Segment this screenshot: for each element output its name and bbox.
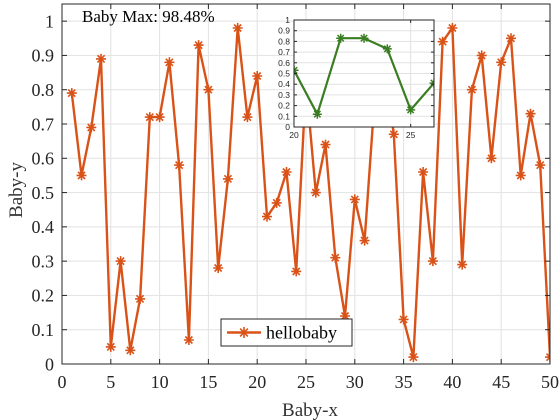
- max-annotation: Baby Max: 98.48%: [82, 7, 215, 26]
- y-tick-label: 0.5: [32, 183, 55, 203]
- y-tick-label: 0.7: [278, 47, 290, 57]
- data-point: [242, 112, 253, 123]
- y-tick-label: 0.2: [32, 286, 55, 306]
- data-point: [457, 259, 468, 270]
- legend-marker: [238, 327, 250, 338]
- x-tick-label: 35: [395, 372, 413, 392]
- y-tick-label: 0.9: [278, 26, 290, 36]
- data-point: [336, 33, 346, 43]
- data-point: [515, 170, 526, 181]
- x-tick-label: 0: [58, 372, 67, 392]
- data-point: [427, 256, 438, 267]
- y-tick-label: 0.3: [32, 251, 55, 271]
- y-tick-label: 0.1: [278, 111, 290, 121]
- data-point: [193, 40, 204, 51]
- data-point: [486, 153, 497, 164]
- data-point: [252, 71, 263, 81]
- data-point: [96, 53, 106, 64]
- y-tick-label: 0.8: [32, 80, 55, 100]
- data-point: [476, 50, 487, 61]
- data-point: [125, 345, 136, 356]
- x-tick-label: 30: [346, 372, 364, 392]
- data-point: [398, 314, 409, 325]
- data-point: [496, 57, 507, 68]
- x-tick-label: 40: [443, 372, 461, 392]
- data-point: [535, 160, 546, 171]
- x-tick-label: 20: [248, 372, 266, 392]
- data-point: [310, 187, 321, 198]
- y-tick-label: 0.4: [278, 79, 290, 89]
- x-tick-label: 45: [492, 372, 510, 392]
- data-point: [382, 44, 392, 54]
- y-tick-label: 0.3: [278, 90, 290, 100]
- x-tick-label: 25: [297, 372, 315, 392]
- data-point: [232, 23, 243, 33]
- data-point: [349, 194, 360, 205]
- data-point: [154, 112, 165, 123]
- data-point: [291, 266, 302, 277]
- data-point: [105, 341, 116, 352]
- y-tick-label: 0.7: [32, 114, 55, 134]
- data-point: [271, 197, 282, 208]
- data-point: [213, 263, 224, 273]
- x-tick-label: 5: [106, 372, 115, 392]
- y-tick-label: 0.8: [278, 36, 290, 46]
- data-point: [144, 112, 155, 123]
- data-point: [262, 211, 272, 222]
- legend-entry-hellobaby: hellobaby: [266, 323, 337, 343]
- data-point: [203, 84, 214, 95]
- data-point: [330, 252, 341, 263]
- data-point: [115, 256, 126, 267]
- data-point: [281, 167, 292, 177]
- data-point: [66, 88, 77, 99]
- y-tick-label: 0.6: [278, 58, 290, 68]
- data-point: [86, 122, 97, 133]
- data-point: [135, 293, 146, 304]
- data-point: [76, 170, 87, 181]
- data-point: [183, 335, 194, 345]
- data-point: [359, 235, 370, 246]
- legend: hellobaby: [220, 318, 353, 347]
- y-tick-label: 0.5: [278, 68, 290, 78]
- data-point: [312, 109, 322, 119]
- x-tick-label: 15: [199, 372, 217, 392]
- series-group: [66, 23, 550, 363]
- data-point: [406, 105, 416, 115]
- y-axis-label: Baby-y: [6, 162, 27, 218]
- data-point: [388, 129, 399, 140]
- y-tick-label: 0.9: [32, 46, 55, 66]
- inset-plot-area: 20 25 00.10.20.30.40.50.60.70.80.91: [278, 15, 435, 140]
- data-point: [320, 139, 331, 150]
- data-point: [408, 352, 419, 363]
- data-point: [359, 33, 369, 43]
- x-tick-label: 10: [151, 372, 169, 392]
- y-tick-label: 0.2: [278, 101, 290, 111]
- data-point: [447, 23, 458, 33]
- data-point: [222, 173, 233, 184]
- data-point: [466, 84, 477, 95]
- x-axis-label: Baby-x: [282, 400, 338, 420]
- data-point: [164, 57, 175, 68]
- data-point: [418, 167, 429, 177]
- y-tick-label: 0.6: [32, 149, 55, 169]
- y-tick-label: 0: [45, 354, 54, 374]
- y-tick-label: 0.1: [32, 320, 55, 340]
- data-point: [525, 108, 536, 119]
- y-tick-label: 0: [285, 122, 290, 132]
- data-point: [506, 33, 516, 44]
- y-tick-label: 0.4: [32, 217, 55, 237]
- y-tick-label: 1: [285, 15, 290, 25]
- x-tick-label: 20: [289, 130, 299, 140]
- data-point: [174, 160, 185, 171]
- data-point: [340, 311, 350, 321]
- series-line: [294, 37, 434, 116]
- series-group: [294, 33, 434, 119]
- x-tick-label: 25: [406, 130, 416, 140]
- y-tick-label: 1: [45, 11, 54, 31]
- data-point: [437, 36, 448, 47]
- x-tick-label: 50: [541, 372, 559, 392]
